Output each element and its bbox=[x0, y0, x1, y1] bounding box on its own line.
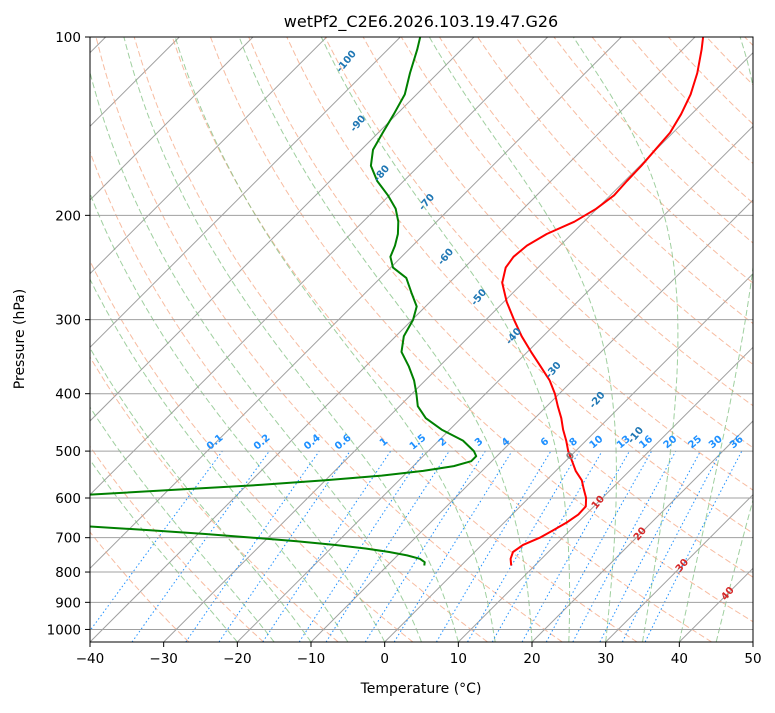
y-tick-label: 400 bbox=[55, 387, 81, 403]
chart-title: wetPf2_C2E6.2026.103.19.47.G26 bbox=[284, 12, 558, 32]
y-axis-label: Pressure (hPa) bbox=[12, 289, 28, 389]
y-tick-label: 100 bbox=[55, 30, 81, 46]
y-tick-label: 300 bbox=[55, 313, 81, 329]
x-tick-label: −10 bbox=[297, 651, 326, 667]
x-tick-label: 40 bbox=[671, 651, 688, 667]
y-tick-label: 700 bbox=[55, 531, 81, 547]
x-axis-label: Temperature (°C) bbox=[360, 681, 482, 697]
x-tick-label: 20 bbox=[523, 651, 540, 667]
x-tick-label: −20 bbox=[223, 651, 252, 667]
y-tick-label: 200 bbox=[55, 208, 81, 224]
y-tick-label: 900 bbox=[55, 595, 81, 611]
x-tick-label: −40 bbox=[76, 651, 105, 667]
x-tick-label: 50 bbox=[744, 651, 761, 667]
y-tick-label: 500 bbox=[55, 444, 81, 460]
y-tick-label: 600 bbox=[55, 491, 81, 507]
x-tick-label: 0 bbox=[380, 651, 389, 667]
x-tick-label: 10 bbox=[450, 651, 467, 667]
y-tick-label: 800 bbox=[55, 565, 81, 581]
y-tick-label: 1000 bbox=[47, 622, 81, 638]
x-tick-label: −30 bbox=[149, 651, 178, 667]
x-tick-label: 30 bbox=[597, 651, 614, 667]
